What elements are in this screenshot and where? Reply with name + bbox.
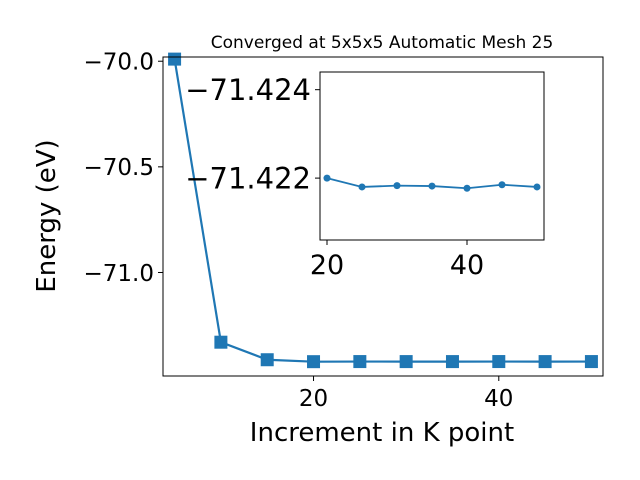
inset-y-tick-label: −71.424 [185,73,311,107]
x-axis-label: Increment in K point [250,418,514,448]
main-plot-frame [162,56,604,377]
inset-axes: 20 40 −71.424 −71.422 [185,71,545,281]
inset-data-point [533,183,541,191]
y-axis-label: Energy (eV) [32,139,62,292]
main-x-tick-label: 40 [484,386,513,412]
inset-series-group [323,174,541,192]
inset-data-point [323,174,331,182]
main-data-point [399,355,413,369]
inset-y-tick-label: −71.422 [185,162,311,196]
main-series-group [168,52,598,369]
main-series-line [173,58,592,363]
inset-data-point [358,183,366,191]
main-data-point [538,355,552,369]
main-y-tick-label: −70.5 [84,155,154,181]
main-axes: Converged at 5x5x5 Automatic Mesh 25 Inc… [32,33,604,448]
inset-ticks-group: 20 40 −71.424 −71.422 [185,73,484,281]
inset-plot-frame [319,71,545,241]
main-y-tick-label: −71.0 [84,261,154,287]
main-data-point [260,353,274,367]
inset-data-point [393,182,401,190]
chart-title: Converged at 5x5x5 Automatic Mesh 25 [211,33,554,53]
inset-x-tick-label: 20 [310,250,344,281]
inset-data-point [498,181,506,189]
inset-background [320,72,544,240]
main-y-tick-label: −70.0 [84,50,154,76]
main-ticks-group: 20 40 −70.0 −70.5 −71.0 [84,50,514,412]
main-data-point [214,335,228,349]
main-data-point [492,355,506,369]
main-data-point [445,355,459,369]
main-data-point [307,355,321,369]
inset-data-point [463,184,471,192]
main-data-point [168,52,182,66]
inset-data-point [428,182,436,190]
inset-x-tick-label: 40 [450,250,484,281]
main-x-tick-label: 20 [299,386,328,412]
main-data-point [584,355,598,369]
main-data-point [353,355,367,369]
